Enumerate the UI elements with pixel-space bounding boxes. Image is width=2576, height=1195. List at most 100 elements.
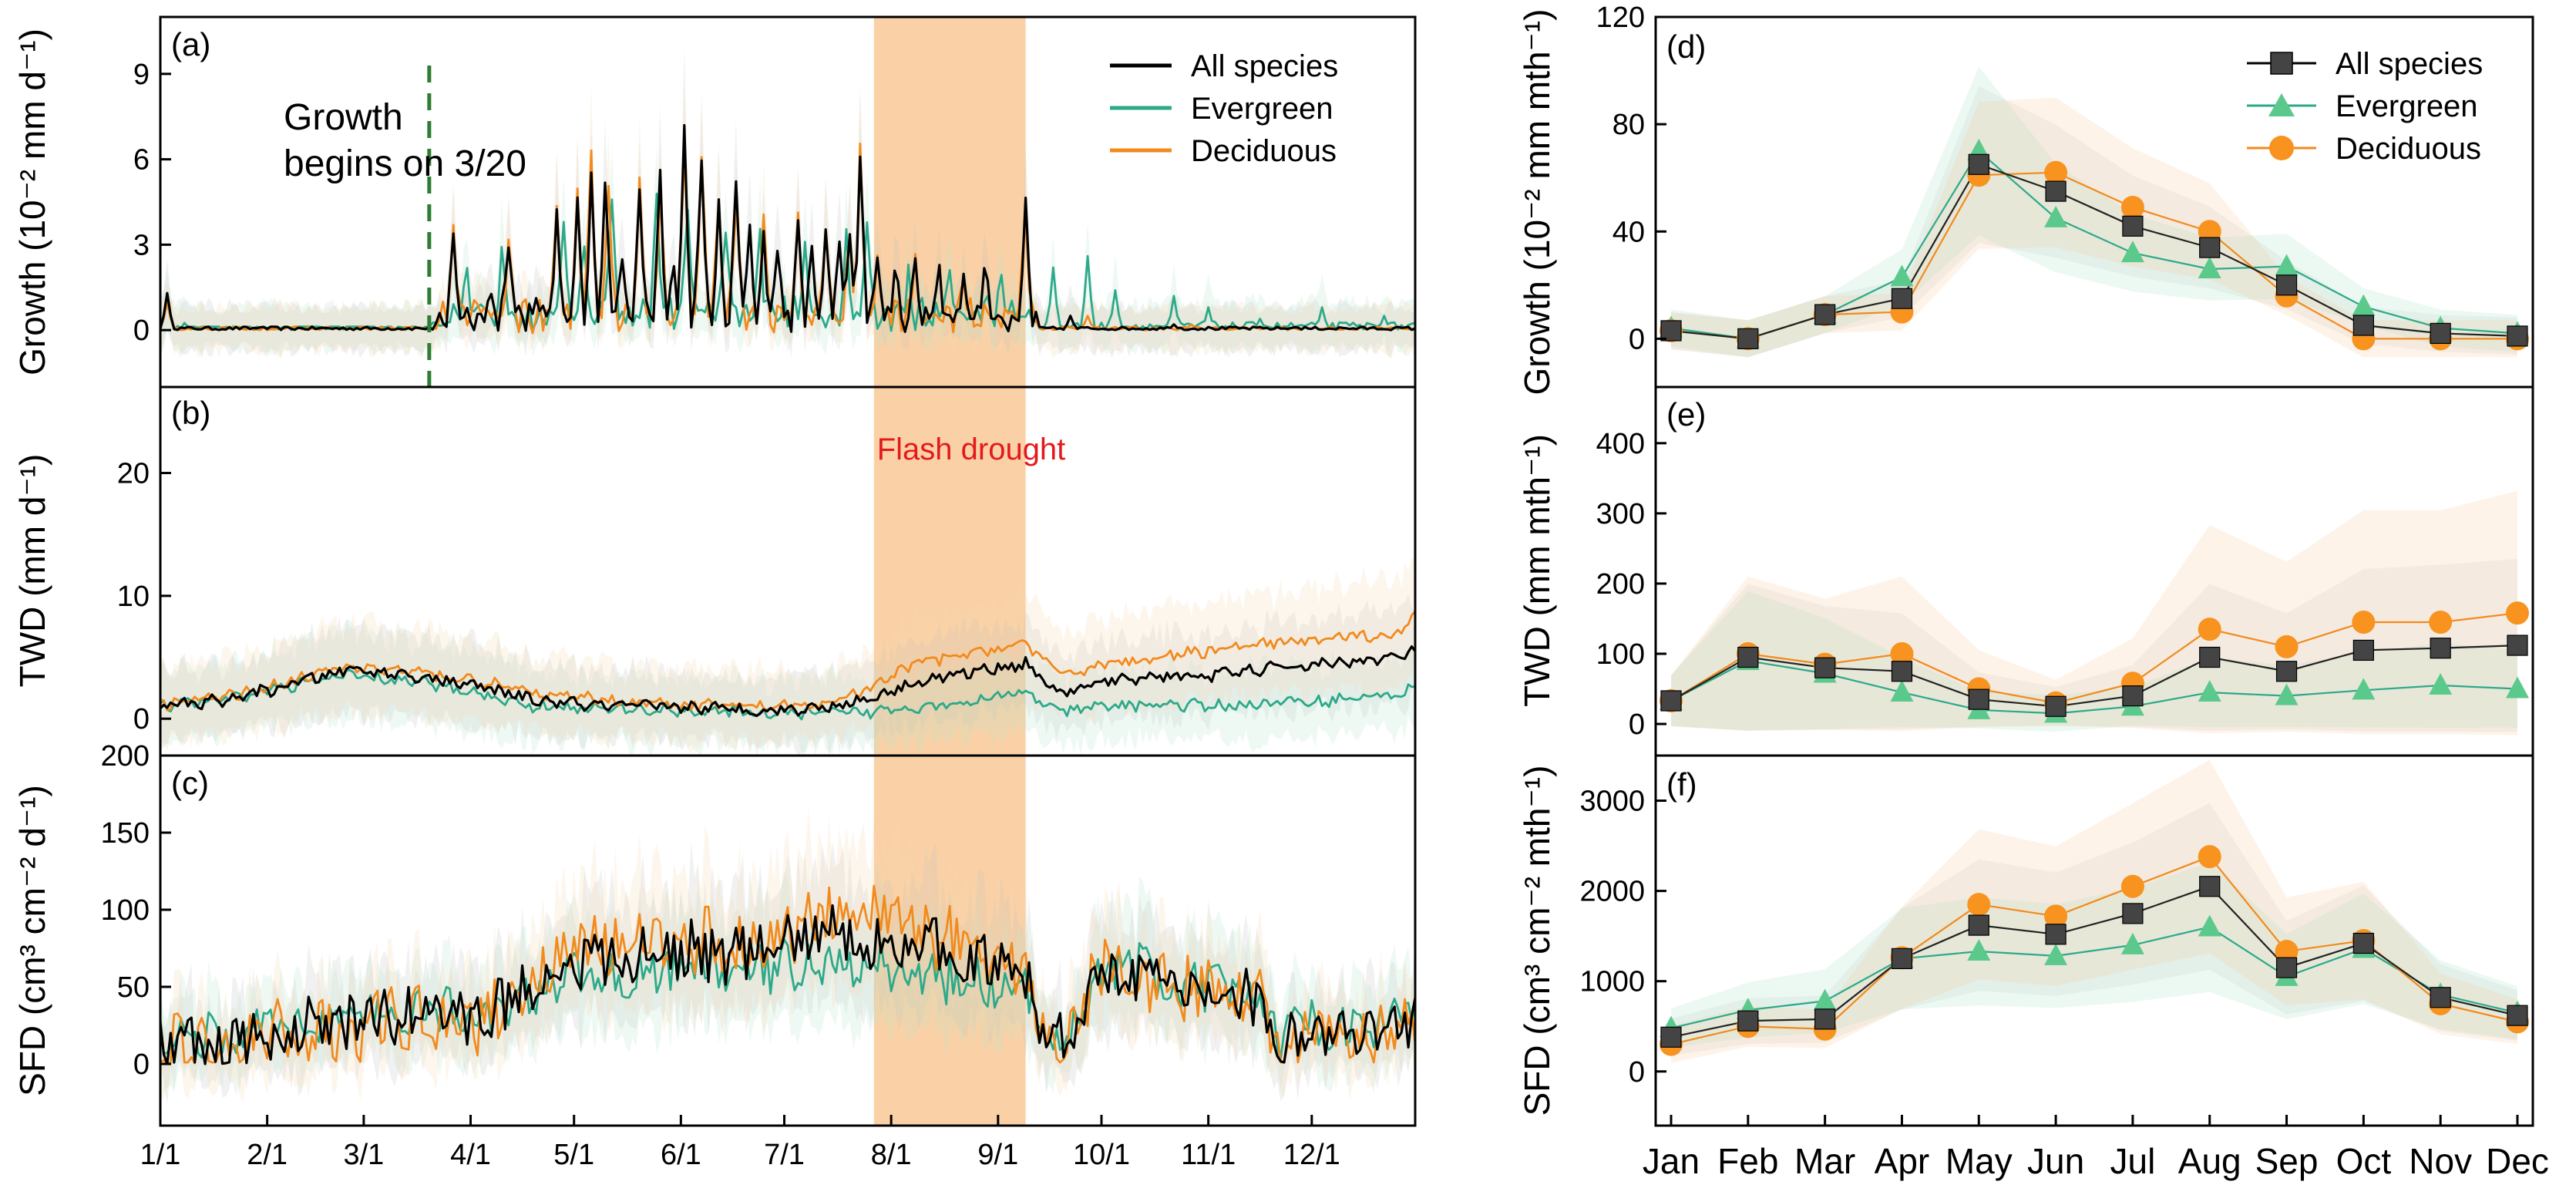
x-tick-label: Jun (2027, 1141, 2084, 1181)
data-point-all (1968, 914, 1989, 936)
data-point-all (1660, 320, 1682, 342)
series-line-deciduous (160, 610, 1417, 712)
panel-b: Flash drought 0 10 20 (b) TWD (mm d⁻¹) (12, 385, 1417, 757)
data-point-deciduous (2044, 904, 2068, 928)
legend-left: All species Evergreen Deciduous (1110, 49, 1338, 168)
uncertainty-bands-b (160, 557, 1415, 756)
uncertainty-band-deciduous (160, 79, 1415, 358)
data-point-all (1891, 948, 1913, 970)
data-point-evergreen (1967, 939, 1991, 961)
data-point-evergreen (2198, 914, 2221, 937)
data-point-deciduous (2198, 845, 2221, 869)
y-tick-label: 50 (117, 971, 150, 1004)
data-point-deciduous (1890, 641, 1914, 665)
series-line-all (159, 904, 1417, 1065)
series-line-all (1670, 163, 2518, 340)
legend-label-deciduous: Deciduous (1191, 134, 1337, 168)
y-tick-label: 3000 (1579, 786, 1645, 818)
data-point-all (2045, 695, 2067, 717)
y-tick-label: 200 (101, 740, 150, 773)
data-point-all (2275, 661, 2298, 682)
y-tick-label: 200 (1596, 568, 1645, 601)
x-tick-label: 2/1 (247, 1139, 288, 1171)
y-tick-label: 20 (117, 458, 150, 490)
series-line-evergreen (1670, 926, 2518, 1029)
y-tick-label: 400 (1596, 428, 1645, 460)
series-lines-a (159, 123, 1416, 335)
series-lines-b (159, 610, 1417, 721)
legend-label-deciduous-right: Deciduous (2336, 132, 2481, 166)
legend-marker-deciduous (2269, 136, 2294, 160)
data-point-evergreen (2198, 680, 2221, 702)
y-tick-label: 0 (1629, 323, 1645, 355)
y-axis-d: 0 40 80 120 (1596, 2, 1666, 355)
data-point-all (1660, 1026, 1682, 1048)
y-tick-label: 9 (133, 59, 150, 91)
x-tick-label: 5/1 (553, 1139, 594, 1171)
data-point-deciduous (2429, 611, 2453, 635)
y-axis-a: 0 3 6 9 (133, 59, 171, 347)
uncertainty-band-deciduous (1671, 490, 2517, 736)
panel-f: 0 1000 2000 3000 Jan Feb Mar Apr May Jun Jul Aug Se… (1517, 754, 2549, 1181)
y-tick-label: 3 (133, 229, 150, 261)
data-point-evergreen (2275, 683, 2299, 705)
drought-band-c (873, 756, 1026, 1126)
y-axis-e: 0 100 200 300 400 (1596, 428, 1666, 741)
data-point-evergreen (1890, 680, 1914, 702)
data-point-all (1737, 1010, 1759, 1032)
y-tick-label: 0 (133, 703, 150, 736)
uncertainty-band-deciduous (1671, 97, 2517, 358)
data-point-deciduous (1967, 893, 1991, 917)
data-point-evergreen (2120, 932, 2144, 954)
x-tick-label: 7/1 (764, 1139, 805, 1171)
y-tick-label: 150 (101, 817, 150, 850)
growth-annotation-line1: Growth (284, 97, 403, 138)
series-line-deciduous (160, 884, 1417, 1065)
panel-e: 0 100 200 300 400 (e) TWD (mm mth⁻¹) (1517, 385, 2534, 757)
x-tick-label: Jul (2110, 1141, 2156, 1181)
data-point-all (1891, 661, 1913, 682)
uncertainty-band-all (160, 594, 1415, 756)
x-tick-label: Sep (2255, 1141, 2319, 1181)
x-tick-label: May (1945, 1141, 2013, 1181)
data-point-all (1814, 657, 1836, 678)
y-tick-label: 2000 (1579, 876, 1645, 908)
x-axis-c: 1/1 2/1 3/1 4/1 5/1 6/1 7/1 8/1 9/1 10/1 11/1 12/1 (140, 1115, 1340, 1171)
panel-label-b: (b) (171, 395, 210, 431)
y-axis-c: 0 50 100 150 200 (101, 740, 171, 1081)
data-point-all (2122, 685, 2144, 707)
data-point-all (2352, 932, 2374, 954)
uncertainty-band-all (1671, 86, 2517, 358)
x-tick-label: 1/1 (140, 1139, 181, 1171)
x-tick-label: Apr (1875, 1141, 1930, 1181)
y-tick-label: 80 (1613, 109, 1645, 141)
data-point-evergreen (2198, 256, 2221, 278)
uncertainty-band-deciduous (160, 557, 1415, 754)
data-point-all (1891, 288, 1913, 309)
data-point-all (1814, 1008, 1836, 1030)
panel-label-e: (e) (1666, 396, 1706, 433)
data-point-all (2199, 876, 2221, 897)
series-line-all (1670, 645, 2518, 708)
panel-c: 0 50 100 150 200 1/1 2/1 3/1 4/1 5/1 6/1 7/1 8/1 9/1… (12, 740, 1417, 1171)
uncertainty-band-evergreen (1671, 862, 2517, 1048)
data-point-all (1737, 328, 1759, 349)
data-point-deciduous (2198, 618, 2221, 641)
y-tick-label: 100 (1596, 638, 1645, 671)
panel-label-c: (c) (171, 765, 209, 801)
series-line-evergreen (160, 668, 1416, 721)
y-axis-title-e: TWD (mm mth⁻¹) (1517, 434, 1557, 707)
uncertainty-bands-e (1671, 490, 2517, 736)
legend-label-evergreen: Evergreen (1191, 92, 1333, 126)
x-tick-label: 10/1 (1073, 1139, 1130, 1171)
data-point-all (1968, 688, 1989, 710)
uncertainty-band-evergreen (1671, 66, 2517, 358)
data-point-all (1660, 690, 1682, 712)
x-tick-label: Feb (1717, 1141, 1778, 1181)
panel-d: 0 40 80 120 (d) Growth (10⁻² mm mth⁻¹) All … (1517, 2, 2534, 395)
data-point-evergreen (2120, 241, 2144, 263)
data-point-deciduous (2044, 160, 2068, 184)
series-line-all (159, 123, 1416, 333)
y-axis-f: 0 1000 2000 3000 (1579, 786, 1666, 1089)
